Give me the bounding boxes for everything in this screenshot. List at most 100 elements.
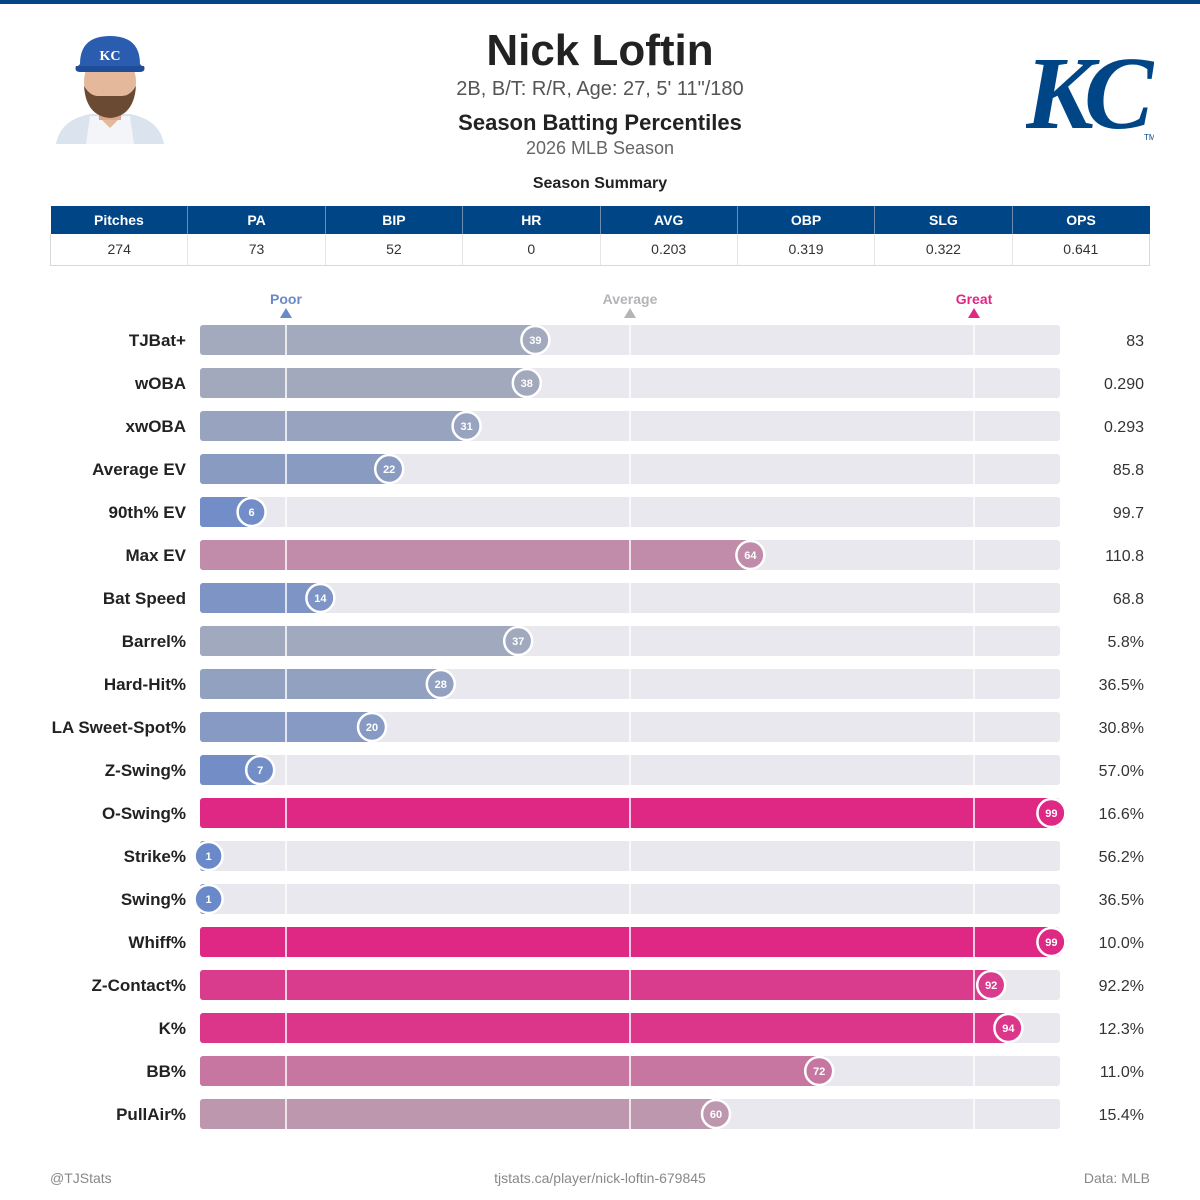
metric-label: 90th% EV	[109, 503, 187, 522]
percentile-bar	[200, 368, 527, 398]
player-bio: 2B, B/T: R/R, Age: 27, 5' 11"/180	[456, 78, 744, 100]
metric-label: Swing%	[121, 890, 186, 909]
metric-label: Barrel%	[122, 632, 186, 651]
percentile-marker	[502, 625, 534, 657]
metric-label: PullAir%	[116, 1105, 186, 1124]
reference-label-poor: Poor	[270, 291, 302, 307]
summary-value-cell: 0.322	[874, 234, 1013, 266]
percentile-bar	[200, 669, 441, 699]
percentile-marker	[993, 1012, 1024, 1044]
percentile-marker	[373, 453, 405, 485]
percentile-label: 28	[435, 679, 447, 691]
summary-value-row: 274 73 52 0 0.203 0.319 0.322 0.641	[49, 234, 1151, 266]
percentile-bar	[200, 540, 751, 570]
percentile-label: 7	[257, 765, 263, 777]
percentile-bar	[200, 454, 390, 484]
percentile-marker	[803, 1055, 835, 1087]
percentile-marker	[305, 582, 336, 614]
summary-header-cell: OPS	[1012, 206, 1150, 234]
percentile-marker	[520, 324, 551, 356]
percentile-bar	[200, 1056, 820, 1086]
stat-value: 57.0%	[1099, 763, 1144, 780]
metric-label: K%	[159, 1019, 186, 1038]
summary-header-cell: AVG	[600, 206, 738, 234]
percentile-label: 1	[206, 894, 212, 906]
percentile-label: 31	[460, 421, 472, 433]
percentile-marker	[356, 711, 388, 743]
metric-label: xwOBA	[126, 417, 186, 436]
summary-header-cell: PA	[187, 206, 326, 234]
season-summary-table: Pitches PA BIP HR AVG OBP SLG OPS 274 73…	[49, 206, 1151, 266]
percentile-label: 99	[1045, 937, 1057, 949]
percentile-label: 99	[1045, 808, 1057, 820]
summary-header-cell: HR	[462, 206, 601, 234]
metric-label: Average EV	[92, 460, 187, 479]
percentile-marker	[451, 410, 482, 442]
metric-label: LA Sweet-Spot%	[52, 718, 186, 737]
percentile-label: 14	[314, 593, 327, 605]
percentile-bar	[200, 626, 519, 656]
percentile-bar	[200, 411, 467, 441]
percentile-bar	[200, 798, 1052, 828]
percentile-bar	[200, 970, 992, 1000]
percentile-label: 37	[512, 636, 524, 648]
stat-value: 0.293	[1104, 419, 1144, 436]
percentile-label: 22	[383, 464, 395, 476]
stat-value: 16.6%	[1099, 806, 1144, 823]
percentile-label: 72	[813, 1066, 825, 1078]
percentile-label: 60	[710, 1109, 722, 1121]
percentile-bar	[200, 583, 321, 613]
stat-value: 10.0%	[1099, 935, 1144, 952]
percentile-label: 20	[366, 722, 378, 734]
percentile-label: 1	[206, 851, 212, 863]
percentile-marker	[735, 539, 766, 571]
percentile-label: 92	[985, 980, 997, 992]
reference-marker-great	[968, 308, 980, 318]
percentile-bar	[200, 325, 536, 355]
stat-value: 85.8	[1113, 462, 1144, 479]
percentile-bar	[200, 927, 1052, 957]
metric-label: Strike%	[124, 847, 186, 866]
stat-value: 83	[1126, 333, 1144, 350]
summary-title: Season Summary	[532, 175, 668, 192]
percentile-bar	[200, 755, 261, 785]
percentile-label: 64	[744, 550, 757, 562]
percentile-marker	[236, 496, 267, 528]
percentile-bar	[200, 1099, 716, 1129]
percentile-marker	[425, 668, 457, 700]
summary-header-cell: OBP	[737, 206, 876, 234]
chart-title: Season Batting Percentiles	[458, 110, 742, 135]
stat-value: 110.8	[1105, 548, 1144, 565]
stat-value: 30.8%	[1099, 720, 1144, 737]
summary-value-cell: 0.319	[737, 234, 876, 266]
stat-value: 99.7	[1113, 505, 1144, 522]
chart-subtitle: 2026 MLB Season	[525, 138, 675, 158]
metric-label: Max EV	[126, 546, 187, 565]
footer-source: Data: MLB	[1083, 1170, 1150, 1186]
summary-value-cell: 73	[187, 234, 326, 266]
stat-value: 36.5%	[1099, 677, 1144, 694]
percentile-marker	[975, 969, 1007, 1001]
metric-label: Hard-Hit%	[104, 675, 186, 694]
reference-label-great: Great	[956, 291, 993, 307]
stat-value: 68.8	[1113, 591, 1144, 608]
metric-label: O-Swing%	[102, 804, 186, 823]
top-border	[0, 0, 1200, 4]
summary-value-cell: 52	[325, 234, 464, 266]
metric-label: Z-Swing%	[105, 761, 186, 780]
percentile-marker	[244, 754, 276, 786]
cap-logo-text: KC	[100, 49, 121, 64]
player-name: Nick Loftin	[486, 26, 714, 75]
percentile-marker	[511, 367, 543, 399]
percentile-marker	[193, 883, 224, 915]
percentile-label: 94	[1002, 1023, 1015, 1035]
reference-marker-average	[624, 308, 636, 318]
metric-label: Z-Contact%	[92, 976, 186, 995]
stat-value: 92.2%	[1099, 978, 1144, 995]
percentile-marker	[1036, 797, 1067, 829]
footer-credit: @TJStats	[50, 1170, 112, 1186]
percentile-marker	[1036, 926, 1067, 958]
stat-value: 36.5%	[1099, 892, 1144, 909]
percentile-bar	[200, 1013, 1009, 1043]
summary-header-row: Pitches PA BIP HR AVG OBP SLG OPS	[50, 206, 1150, 234]
